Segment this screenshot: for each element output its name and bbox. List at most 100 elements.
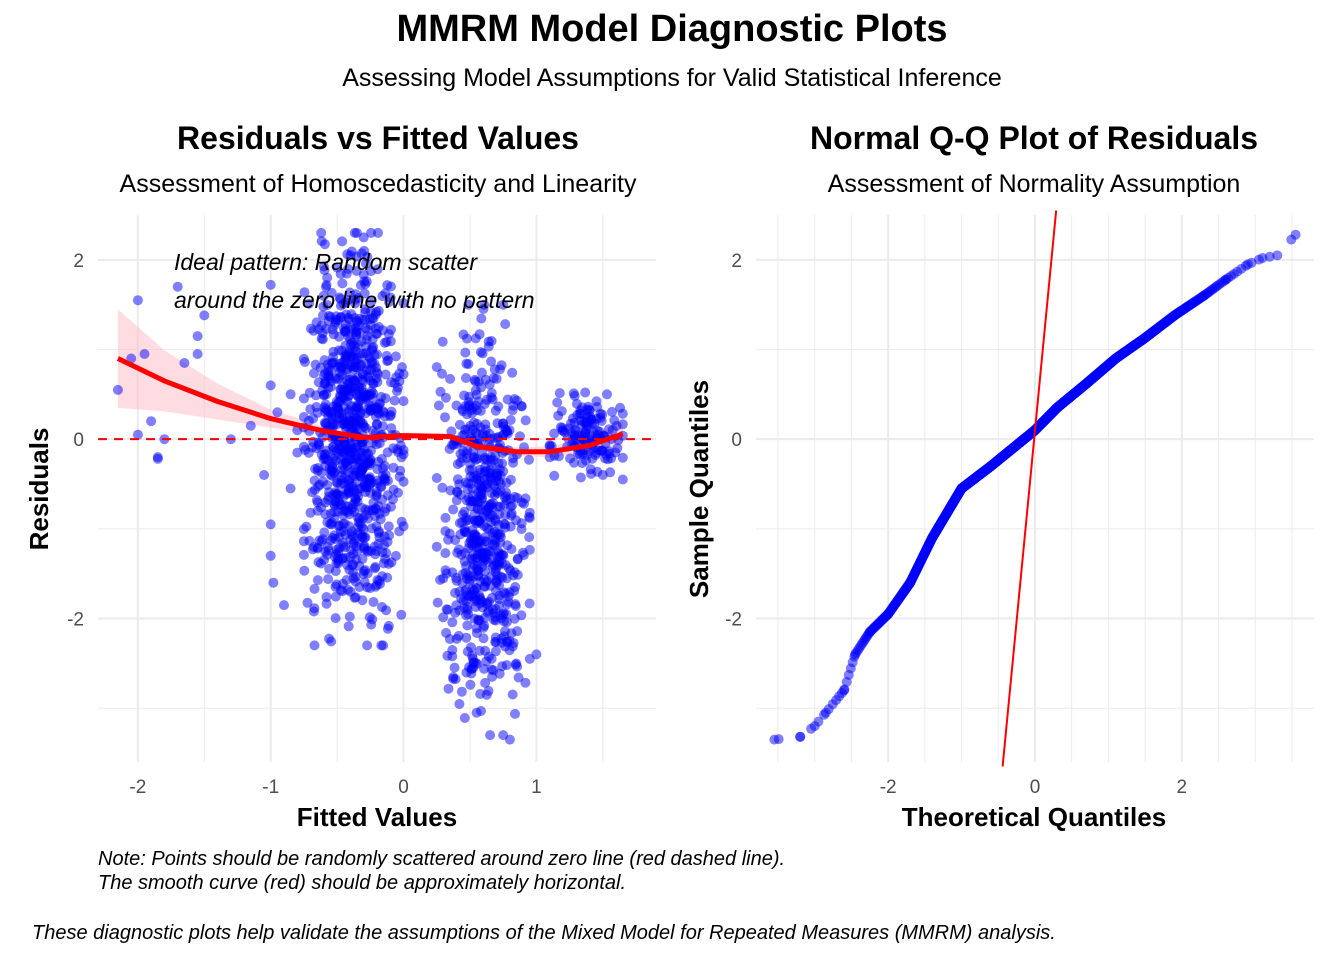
residual-point <box>343 312 354 323</box>
residual-point <box>259 470 270 480</box>
residual-point <box>326 287 337 298</box>
residual-point <box>486 388 497 398</box>
residual-point <box>512 569 523 580</box>
residual-point <box>324 373 335 384</box>
residuals-x-tick-label: 0 <box>398 777 409 798</box>
residual-point <box>381 605 392 616</box>
residual-point <box>343 621 354 632</box>
qq-points <box>769 229 1301 745</box>
residual-point <box>172 281 183 292</box>
residual-point <box>447 651 458 662</box>
residual-point <box>580 387 591 398</box>
residual-point <box>488 373 499 384</box>
residual-point <box>435 386 446 397</box>
residual-point <box>360 307 371 318</box>
residual-point <box>382 623 393 634</box>
qq-grid <box>756 215 1314 762</box>
residual-point <box>351 362 361 373</box>
residual-point <box>309 368 319 379</box>
residual-point <box>368 378 379 389</box>
residual-point <box>481 536 492 547</box>
qq-ticks: -2 0 2 -2 0 2 <box>725 251 1187 798</box>
residual-point <box>312 575 323 586</box>
residual-point <box>394 368 405 379</box>
residual-point <box>390 550 401 561</box>
residual-point <box>489 490 500 500</box>
residual-point <box>322 272 333 283</box>
residual-point <box>292 447 303 458</box>
qq-point <box>956 483 967 494</box>
residual-point <box>358 269 369 280</box>
residual-point <box>480 419 491 430</box>
residual-point <box>505 415 516 425</box>
residual-point <box>502 394 513 405</box>
residual-point <box>502 599 513 610</box>
left-panel-title: Residuals vs Fitted Values <box>177 120 579 156</box>
residual-point <box>345 250 356 261</box>
residual-point <box>268 577 279 588</box>
footer-note-line-1: Note: Points should be randomly scattere… <box>98 848 786 870</box>
residual-point <box>486 664 497 675</box>
residual-point <box>440 412 450 423</box>
residual-point <box>335 294 346 304</box>
residual-point <box>463 359 474 369</box>
residual-point <box>483 685 494 696</box>
qq-point <box>864 627 875 637</box>
residual-point <box>549 428 560 439</box>
residual-point <box>358 232 369 243</box>
residual-point <box>504 734 515 745</box>
residual-point <box>353 522 364 532</box>
residual-point <box>339 355 350 366</box>
residual-point <box>386 406 397 417</box>
residual-point <box>577 402 588 413</box>
residual-point <box>392 386 402 397</box>
residual-point <box>312 465 323 476</box>
residual-point <box>506 628 517 639</box>
residual-point <box>309 603 320 614</box>
residual-point <box>372 575 383 586</box>
residual-point <box>467 496 478 507</box>
residual-point <box>471 707 482 718</box>
residual-point <box>352 385 363 396</box>
residual-point <box>507 405 518 416</box>
residual-point <box>311 443 322 454</box>
residual-point <box>468 657 479 668</box>
residual-point <box>302 597 313 608</box>
qq-x-axis-title: Theoretical Quantiles <box>902 802 1166 832</box>
residual-point <box>473 570 484 581</box>
residual-point <box>382 280 393 291</box>
residual-point <box>300 445 311 455</box>
residual-point <box>396 609 407 620</box>
residual-point <box>461 610 472 621</box>
qq-point <box>1110 353 1121 364</box>
residual-point <box>334 496 344 507</box>
residual-point <box>490 567 501 577</box>
residual-point <box>393 447 403 457</box>
residual-point <box>485 464 496 475</box>
residual-point <box>452 547 463 558</box>
residual-point <box>435 574 446 585</box>
residual-point <box>348 464 359 475</box>
residual-point <box>462 620 473 631</box>
residual-point <box>607 425 618 435</box>
residual-point <box>440 526 451 537</box>
residual-point <box>308 542 319 552</box>
residual-point <box>331 558 342 569</box>
residual-point <box>371 491 382 502</box>
qq-point <box>850 649 861 660</box>
residual-point <box>459 526 470 537</box>
residual-point <box>437 368 447 379</box>
residual-point <box>321 280 332 290</box>
residual-point <box>438 612 449 623</box>
residual-point <box>364 612 375 623</box>
qq-y-tick-label: 0 <box>731 430 742 451</box>
residual-point <box>318 261 329 272</box>
residual-point <box>334 372 345 383</box>
residual-point <box>355 348 366 359</box>
residual-point <box>377 421 388 432</box>
residual-point <box>343 390 354 401</box>
residual-point <box>352 421 362 432</box>
residual-point <box>316 333 327 344</box>
residual-point <box>369 358 380 369</box>
residual-point <box>460 347 471 358</box>
